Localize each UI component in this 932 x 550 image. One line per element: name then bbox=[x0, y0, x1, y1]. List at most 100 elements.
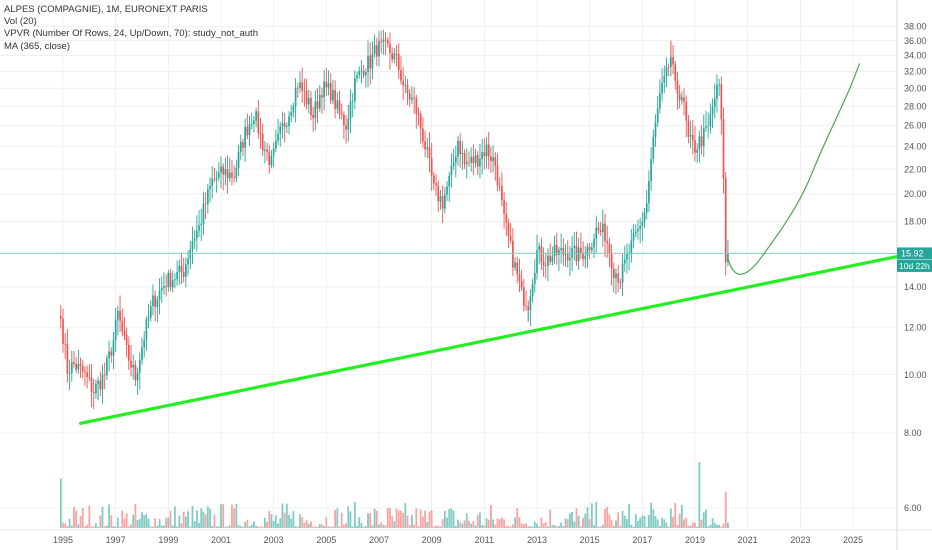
volume-bar bbox=[165, 517, 168, 528]
candle-body bbox=[75, 363, 78, 370]
candle bbox=[138, 352, 141, 390]
candle-body bbox=[145, 319, 148, 341]
candle-body bbox=[152, 295, 154, 307]
candle bbox=[134, 360, 137, 386]
legend-volume[interactable]: Vol (20) bbox=[4, 16, 37, 28]
candle-body bbox=[474, 155, 477, 164]
candle bbox=[362, 64, 365, 79]
volume-bar bbox=[103, 526, 106, 528]
volume-bar bbox=[184, 516, 187, 528]
candle-body bbox=[505, 213, 508, 223]
legend-vpvr[interactable]: VPVR (Number Of Rows, 24, Up/Down, 70): … bbox=[4, 28, 258, 40]
time-axis-tick: 2009 bbox=[422, 535, 442, 545]
candle bbox=[108, 340, 110, 372]
candle-body bbox=[158, 290, 161, 300]
candle bbox=[419, 110, 422, 144]
candle-body bbox=[261, 133, 264, 151]
candle-body bbox=[281, 123, 284, 127]
candle bbox=[95, 379, 97, 399]
candle-body bbox=[117, 311, 119, 320]
candle bbox=[422, 117, 424, 148]
candle bbox=[612, 262, 615, 293]
volume-bar bbox=[417, 526, 420, 528]
volume-bar bbox=[378, 524, 380, 528]
volume-bar bbox=[593, 525, 595, 528]
volume-bar bbox=[255, 525, 258, 528]
candle bbox=[617, 265, 620, 293]
candle bbox=[371, 41, 374, 80]
candle bbox=[507, 218, 510, 249]
candle-body bbox=[178, 265, 181, 272]
candle-body bbox=[288, 116, 290, 127]
candle-body bbox=[520, 281, 523, 288]
volume-bar bbox=[518, 517, 521, 528]
volume-bar bbox=[571, 511, 574, 528]
volume-bar bbox=[231, 504, 233, 528]
volume-bar bbox=[351, 526, 354, 528]
volume-bar bbox=[114, 526, 117, 528]
candle-body bbox=[707, 126, 710, 127]
candle bbox=[369, 42, 372, 85]
candle bbox=[593, 233, 595, 258]
volume-bar bbox=[454, 525, 457, 528]
projection-curve bbox=[727, 63, 861, 275]
candle bbox=[687, 115, 690, 144]
volume-bar bbox=[428, 511, 431, 528]
price-axis-tick: 20.00 bbox=[904, 189, 927, 199]
candle bbox=[272, 142, 275, 168]
candle bbox=[332, 79, 334, 104]
volume-bar bbox=[246, 519, 249, 528]
candle-body bbox=[663, 76, 666, 83]
candle bbox=[417, 107, 420, 126]
candle-body bbox=[446, 186, 448, 195]
volume-bar bbox=[617, 512, 620, 528]
candle-body bbox=[577, 247, 580, 262]
candle bbox=[501, 172, 503, 207]
candle bbox=[185, 257, 187, 288]
candle-body bbox=[623, 259, 626, 264]
candle-body bbox=[652, 136, 655, 159]
candle-body bbox=[272, 148, 275, 156]
candle-body bbox=[452, 162, 455, 166]
last-price-badge[interactable] bbox=[897, 247, 932, 260]
candle bbox=[325, 67, 328, 96]
legend-ma[interactable]: MA (365, close) bbox=[4, 40, 70, 52]
volume-bar bbox=[683, 519, 685, 528]
candle bbox=[619, 278, 622, 289]
volume-bar bbox=[490, 504, 492, 528]
volume-bar bbox=[619, 526, 622, 528]
candle-body bbox=[182, 271, 185, 277]
volume-bar bbox=[250, 524, 253, 528]
volume-bar bbox=[604, 508, 606, 528]
candle-body bbox=[185, 264, 187, 277]
candle bbox=[117, 305, 119, 336]
candle bbox=[64, 332, 67, 360]
candle bbox=[132, 354, 135, 380]
candle-body bbox=[110, 351, 113, 356]
candle-body bbox=[305, 90, 308, 105]
candle bbox=[520, 269, 523, 291]
candle-body bbox=[198, 225, 200, 231]
volume-bar bbox=[582, 517, 584, 528]
candle bbox=[92, 378, 95, 410]
volume-bar bbox=[555, 526, 558, 528]
volume-bar bbox=[645, 526, 648, 528]
candle bbox=[147, 304, 150, 329]
candle-body bbox=[378, 41, 380, 57]
candle-body bbox=[709, 114, 712, 127]
candle-body bbox=[698, 136, 701, 150]
volume-bar bbox=[277, 523, 279, 528]
candle bbox=[549, 243, 552, 265]
legend-symbol[interactable]: ALPES (COMPAGNIE), 1M, EURONEXT PARIS bbox=[4, 4, 208, 15]
candle bbox=[514, 257, 516, 271]
candle bbox=[481, 138, 483, 175]
volume-bar bbox=[228, 525, 231, 528]
candle-body bbox=[672, 57, 674, 65]
candle-body bbox=[538, 246, 541, 251]
candle-body bbox=[498, 185, 501, 187]
volume-bar bbox=[498, 519, 501, 528]
candle-body bbox=[174, 279, 176, 281]
volume-bar bbox=[209, 508, 211, 528]
